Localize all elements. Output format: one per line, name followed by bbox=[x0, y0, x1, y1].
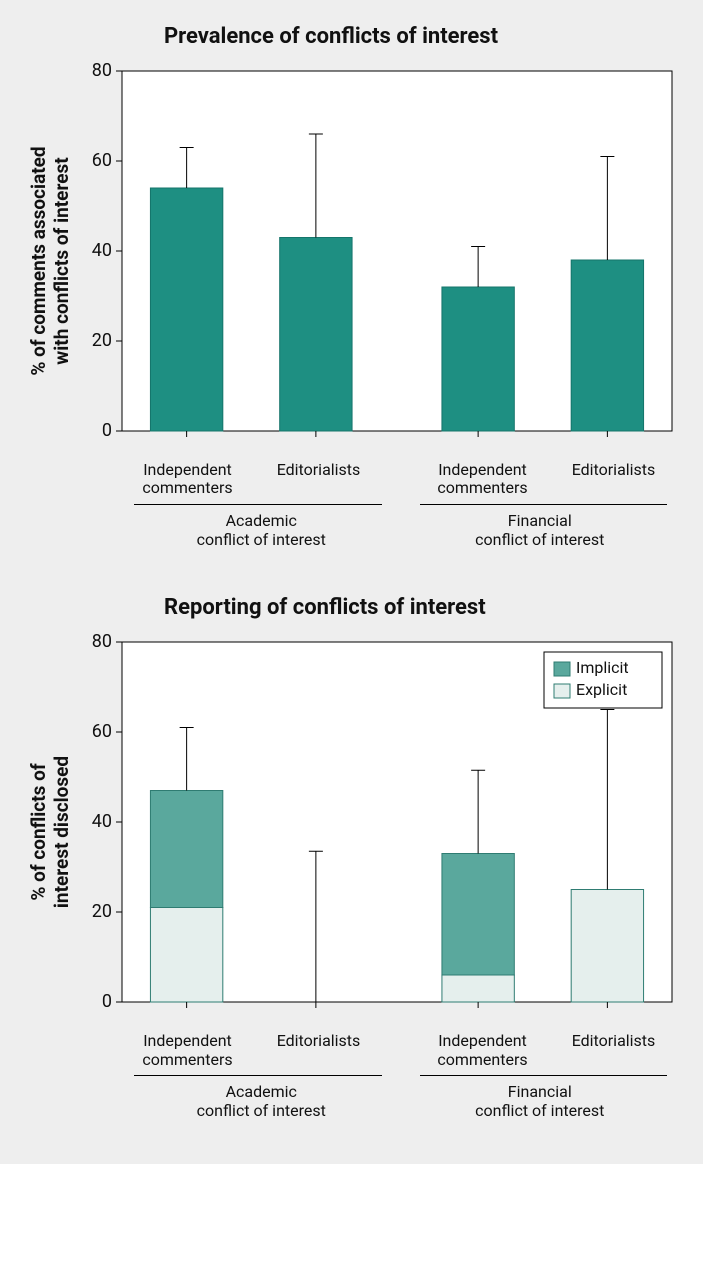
svg-text:0: 0 bbox=[102, 991, 112, 1012]
figure-page: Prevalence of conflicts of interest % of… bbox=[0, 0, 703, 1164]
chart-a-group-label: Academicconflict of interest bbox=[122, 511, 401, 549]
svg-text:20: 20 bbox=[92, 901, 112, 922]
chart-a-bar-label: Editorialists bbox=[548, 455, 679, 498]
group-underline bbox=[134, 504, 382, 505]
chart-a-svg: 0 20 40 60 80 bbox=[78, 51, 678, 451]
svg-text:0: 0 bbox=[102, 420, 112, 441]
chart-a-group-labels: Academicconflict of interestFinancialcon… bbox=[122, 511, 679, 549]
svg-text:60: 60 bbox=[92, 150, 112, 171]
group-underline bbox=[420, 1075, 668, 1076]
chart-a-bar-label: Editorialists bbox=[253, 455, 384, 498]
chart-a-title: Prevalence of conflicts of interest bbox=[164, 24, 679, 49]
chart-b-group-label: Academicconflict of interest bbox=[122, 1082, 401, 1120]
svg-text:80: 80 bbox=[92, 60, 112, 81]
chart-a-bar-label: Independent commenters bbox=[122, 455, 253, 498]
chart-b-group-labels: Academicconflict of interestFinancialcon… bbox=[122, 1082, 679, 1120]
bar bbox=[150, 188, 222, 431]
chart-a-panel: Prevalence of conflicts of interest % of… bbox=[24, 24, 679, 549]
bar-explicit bbox=[442, 975, 514, 1002]
chart-a-group-label: Financialconflict of interest bbox=[401, 511, 680, 549]
svg-text:20: 20 bbox=[92, 330, 112, 351]
chart-a-ylabel: % of comments associated with conflicts … bbox=[28, 146, 74, 375]
chart-a-ylabel-line1: % of comments associated bbox=[27, 146, 50, 375]
chart-b-bar-label: Editorialists bbox=[253, 1026, 384, 1069]
chart-a-ylabel-wrap: % of comments associated with conflicts … bbox=[24, 71, 78, 451]
legend: Implicit Explicit bbox=[544, 652, 662, 708]
bar-explicit bbox=[571, 890, 643, 1003]
chart-b-group-underlines bbox=[122, 1075, 679, 1076]
chart-b-svg-wrap: 0 20 40 60 80 Implicit Explicit bbox=[78, 622, 679, 1026]
chart-b-ylabel: % of conflicts of interest disclosed bbox=[28, 756, 74, 908]
chart-b-panel: Reporting of conflicts of interest % of … bbox=[24, 595, 679, 1120]
chart-a-svg-wrap: 0 20 40 60 80 bbox=[78, 51, 679, 455]
svg-text:60: 60 bbox=[92, 721, 112, 742]
group-underline bbox=[420, 504, 668, 505]
bar-implicit bbox=[442, 854, 514, 976]
svg-text:80: 80 bbox=[92, 631, 112, 652]
chart-b-group-label: Financialconflict of interest bbox=[401, 1082, 680, 1120]
chart-b-title: Reporting of conflicts of interest bbox=[164, 595, 679, 620]
chart-b-svg: 0 20 40 60 80 Implicit Explicit bbox=[78, 622, 678, 1022]
chart-a-bar-label: Independent commenters bbox=[417, 455, 548, 498]
legend-label-implicit: Implicit bbox=[576, 658, 629, 677]
chart-b-bar-label: Editorialists bbox=[548, 1026, 679, 1069]
svg-text:40: 40 bbox=[92, 240, 112, 261]
chart-b-xlabels: Independent commentersEditorialistsIndep… bbox=[122, 1026, 679, 1069]
svg-text:40: 40 bbox=[92, 811, 112, 832]
bar bbox=[280, 238, 352, 432]
chart-b-bar-label: Independent commenters bbox=[122, 1026, 253, 1069]
legend-label-explicit: Explicit bbox=[576, 680, 627, 699]
chart-b-bar-label: Independent commenters bbox=[417, 1026, 548, 1069]
bar-implicit bbox=[150, 791, 222, 908]
chart-b-ylabel-wrap: % of conflicts of interest disclosed bbox=[24, 642, 78, 1022]
chart-b-ylabel-line2: interest disclosed bbox=[50, 756, 73, 908]
chart-a-ylabel-line2: with conflicts of interest bbox=[50, 157, 73, 364]
group-underline bbox=[134, 1075, 382, 1076]
chart-a-group-underlines bbox=[122, 504, 679, 505]
chart-b-ylabel-line1: % of conflicts of bbox=[27, 764, 50, 901]
bar bbox=[571, 260, 643, 431]
bar bbox=[442, 287, 514, 431]
bar-explicit bbox=[150, 908, 222, 1003]
chart-a-xlabels: Independent commentersEditorialistsIndep… bbox=[122, 455, 679, 498]
